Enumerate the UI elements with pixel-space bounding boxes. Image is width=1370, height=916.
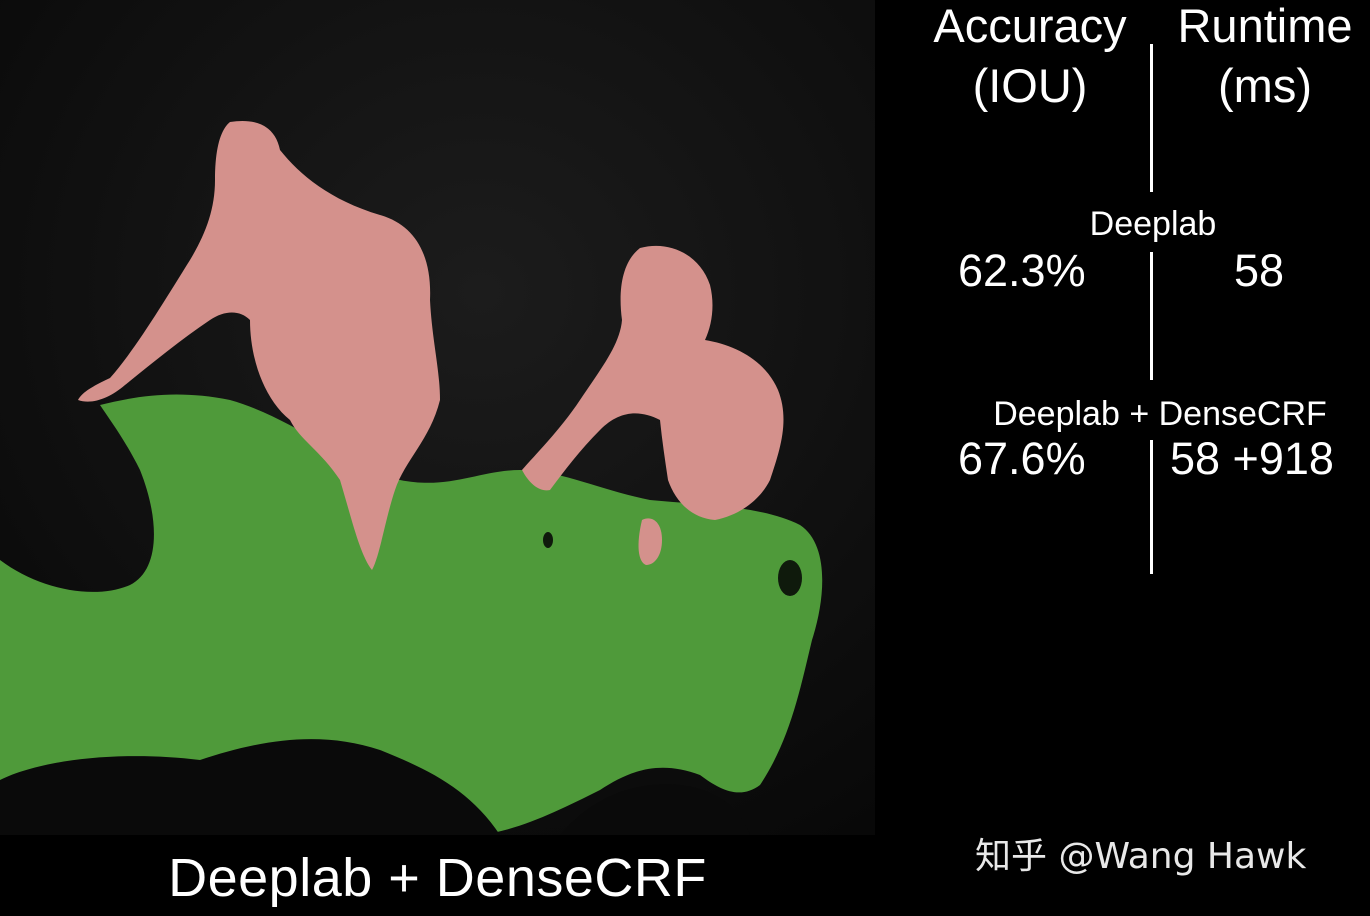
horse-spot: [778, 560, 802, 596]
horse-spot: [543, 532, 553, 548]
runtime-value-deeplab: 58: [1234, 245, 1285, 296]
method-label-deeplab: Deeplab: [1089, 205, 1217, 243]
segmentation-image: [0, 0, 875, 835]
header-accuracy-line1: Accuracy: [933, 0, 1127, 52]
horse-mask: [0, 394, 823, 835]
header-runtime: Runtime (ms): [1160, 0, 1370, 116]
image-caption: Deeplab + DenseCRF: [168, 848, 707, 908]
accuracy-value-deeplab-densecrf: 67.6%: [958, 433, 1086, 484]
header-runtime-line2: (ms): [1218, 59, 1312, 112]
watermark: 知乎 @Wang Hawk: [975, 836, 1307, 877]
person-mask-right: [522, 245, 784, 520]
header-runtime-line1: Runtime: [1177, 0, 1353, 52]
runtime-value-deeplab-densecrf: 58 +918: [1170, 433, 1334, 484]
person-mask-left: [78, 120, 440, 571]
column-divider: [1150, 440, 1153, 574]
person-mask-small: [638, 518, 662, 565]
horse-shadow: [560, 784, 750, 835]
column-divider: [1150, 44, 1153, 192]
column-divider: [1150, 252, 1153, 380]
horse-shadow: [0, 739, 500, 835]
header-accuracy-line2: (IOU): [972, 59, 1088, 112]
accuracy-value-deeplab: 62.3%: [958, 245, 1086, 296]
method-label-deeplab-densecrf: Deeplab + DenseCRF: [993, 395, 1327, 433]
header-accuracy: Accuracy (IOU): [905, 0, 1155, 116]
